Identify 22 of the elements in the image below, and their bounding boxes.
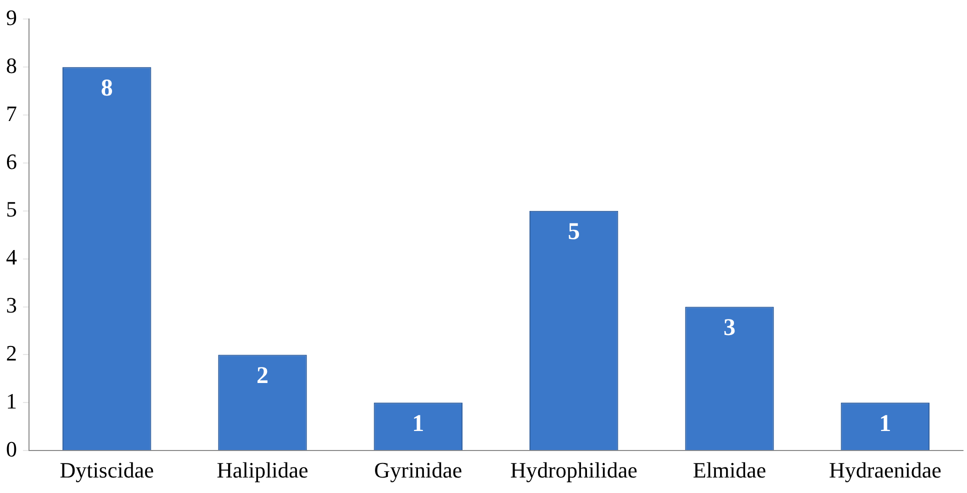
data-label: 5 <box>568 219 580 246</box>
y-tick-label: 2 <box>6 340 17 366</box>
x-tick-label: Hydraenidae <box>828 458 942 483</box>
x-tick-label: Haliplidae <box>216 458 308 483</box>
y-tick-label: 0 <box>6 436 17 462</box>
y-tick-label: 5 <box>6 196 17 222</box>
y-tick-label: 3 <box>6 292 17 318</box>
x-tick-label: Hydrophilidae <box>510 458 638 483</box>
y-tick-label: 9 <box>6 4 17 30</box>
y-tick-label: 1 <box>6 388 17 414</box>
y-tick-label: 6 <box>6 148 17 174</box>
y-tick-label: 7 <box>6 100 17 126</box>
data-label: 3 <box>724 315 736 342</box>
data-label: 8 <box>100 75 113 102</box>
x-tick-label: Elmidae <box>692 458 766 483</box>
x-tick-label: Gyrinidae <box>374 458 462 483</box>
data-label: 2 <box>256 362 268 389</box>
x-tick-label: Dytiscidae <box>60 458 154 483</box>
data-label: 1 <box>412 410 424 437</box>
y-tick-label: 8 <box>6 52 17 78</box>
data-label: 1 <box>879 410 892 437</box>
y-tick-label: 4 <box>6 244 17 270</box>
